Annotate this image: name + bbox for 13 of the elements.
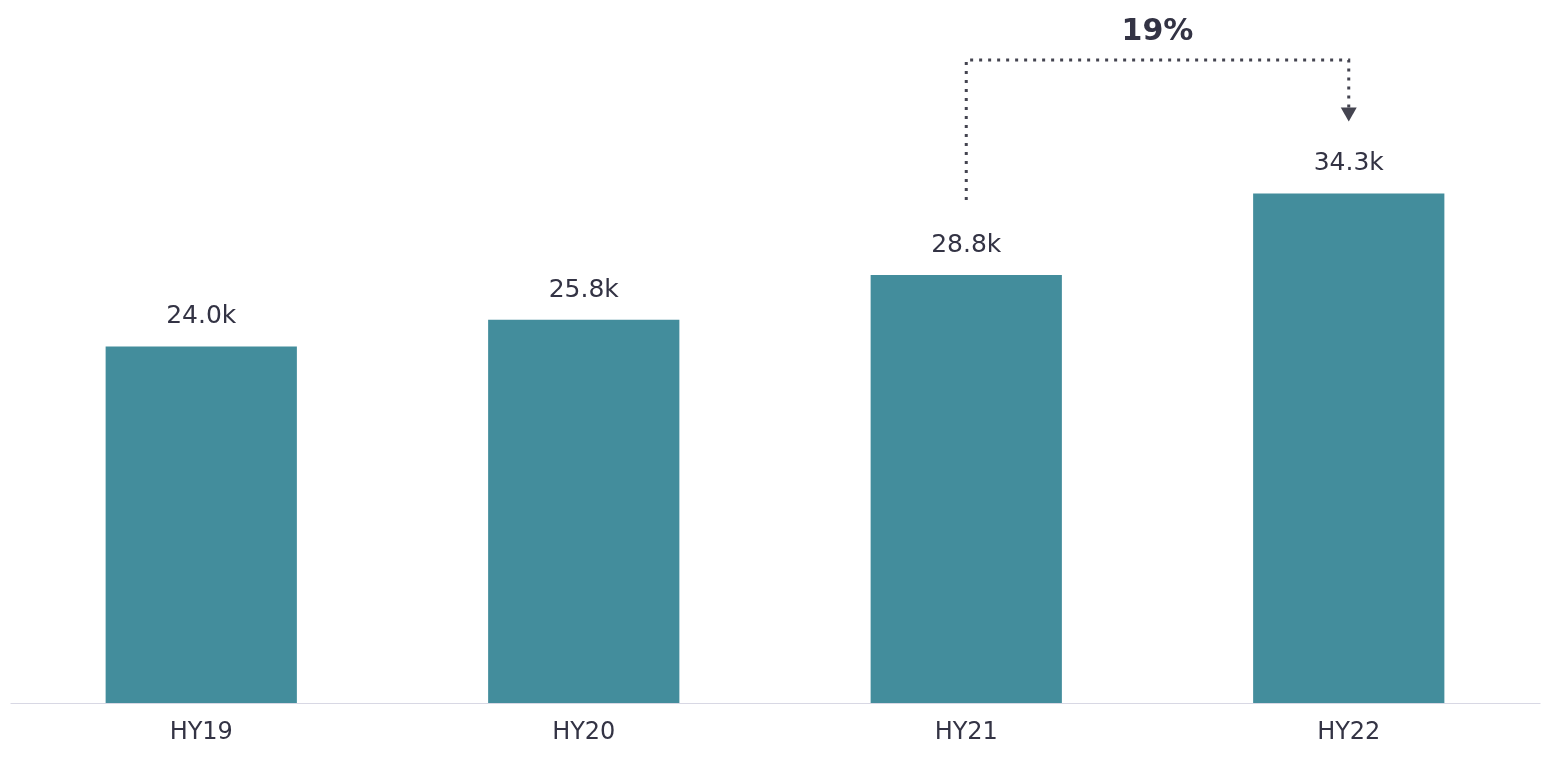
x-tick-label: HY19: [169, 716, 233, 745]
bar: [870, 275, 1062, 703]
data-label: 28.8k: [931, 229, 1002, 259]
text: 19%: [1121, 12, 1194, 47]
x-tick-label: HY20: [552, 716, 616, 745]
bar: [1253, 193, 1445, 703]
bar: [105, 346, 297, 703]
data-label: 25.8k: [548, 273, 620, 303]
x-tick-label: HY21: [934, 716, 998, 745]
data-label: 24.0k: [166, 300, 237, 330]
bar: [488, 319, 680, 703]
x-tick-label: HY22: [1317, 716, 1381, 745]
data-label: 34.3k: [1313, 147, 1385, 177]
